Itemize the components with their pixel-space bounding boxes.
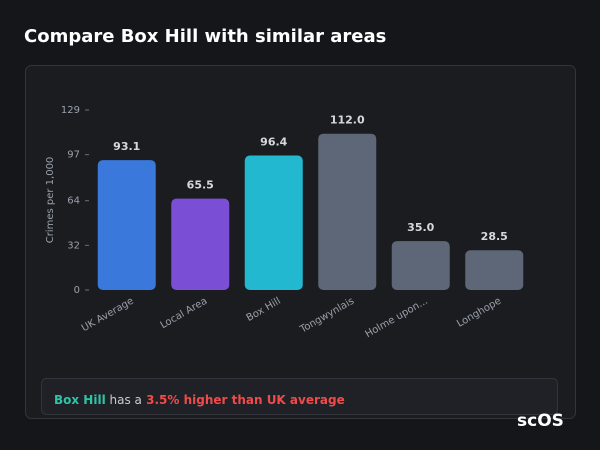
value-label: 112.0	[330, 114, 365, 127]
y-tick-label: 0	[74, 285, 80, 296]
summary-text: has a	[110, 393, 142, 407]
bar	[244, 155, 303, 290]
summary: Box Hill has a 3.5% higher than UK avera…	[54, 393, 345, 407]
y-tick-label: 97	[67, 150, 80, 161]
bar	[318, 133, 377, 290]
summary-comparison: 3.5% higher than UK average	[146, 393, 345, 407]
value-label: 96.4	[260, 135, 287, 148]
y-tick-label: 32	[67, 240, 80, 251]
logo: scOS	[517, 411, 564, 431]
value-label: 65.5	[187, 179, 214, 192]
summary-area: Box Hill	[54, 393, 106, 407]
value-label: 28.5	[481, 230, 508, 243]
bar	[391, 241, 450, 290]
y-tick-label: 129	[61, 105, 80, 116]
bar	[171, 198, 230, 290]
value-label: 93.1	[113, 140, 140, 153]
page-title: Compare Box Hill with similar areas	[24, 26, 386, 47]
summary-box	[41, 378, 558, 415]
bar	[97, 160, 156, 290]
y-axis-label: Crimes per 1,000	[45, 157, 56, 244]
value-label: 35.0	[407, 221, 434, 234]
y-tick-label: 64	[67, 196, 80, 207]
bar	[465, 250, 524, 290]
